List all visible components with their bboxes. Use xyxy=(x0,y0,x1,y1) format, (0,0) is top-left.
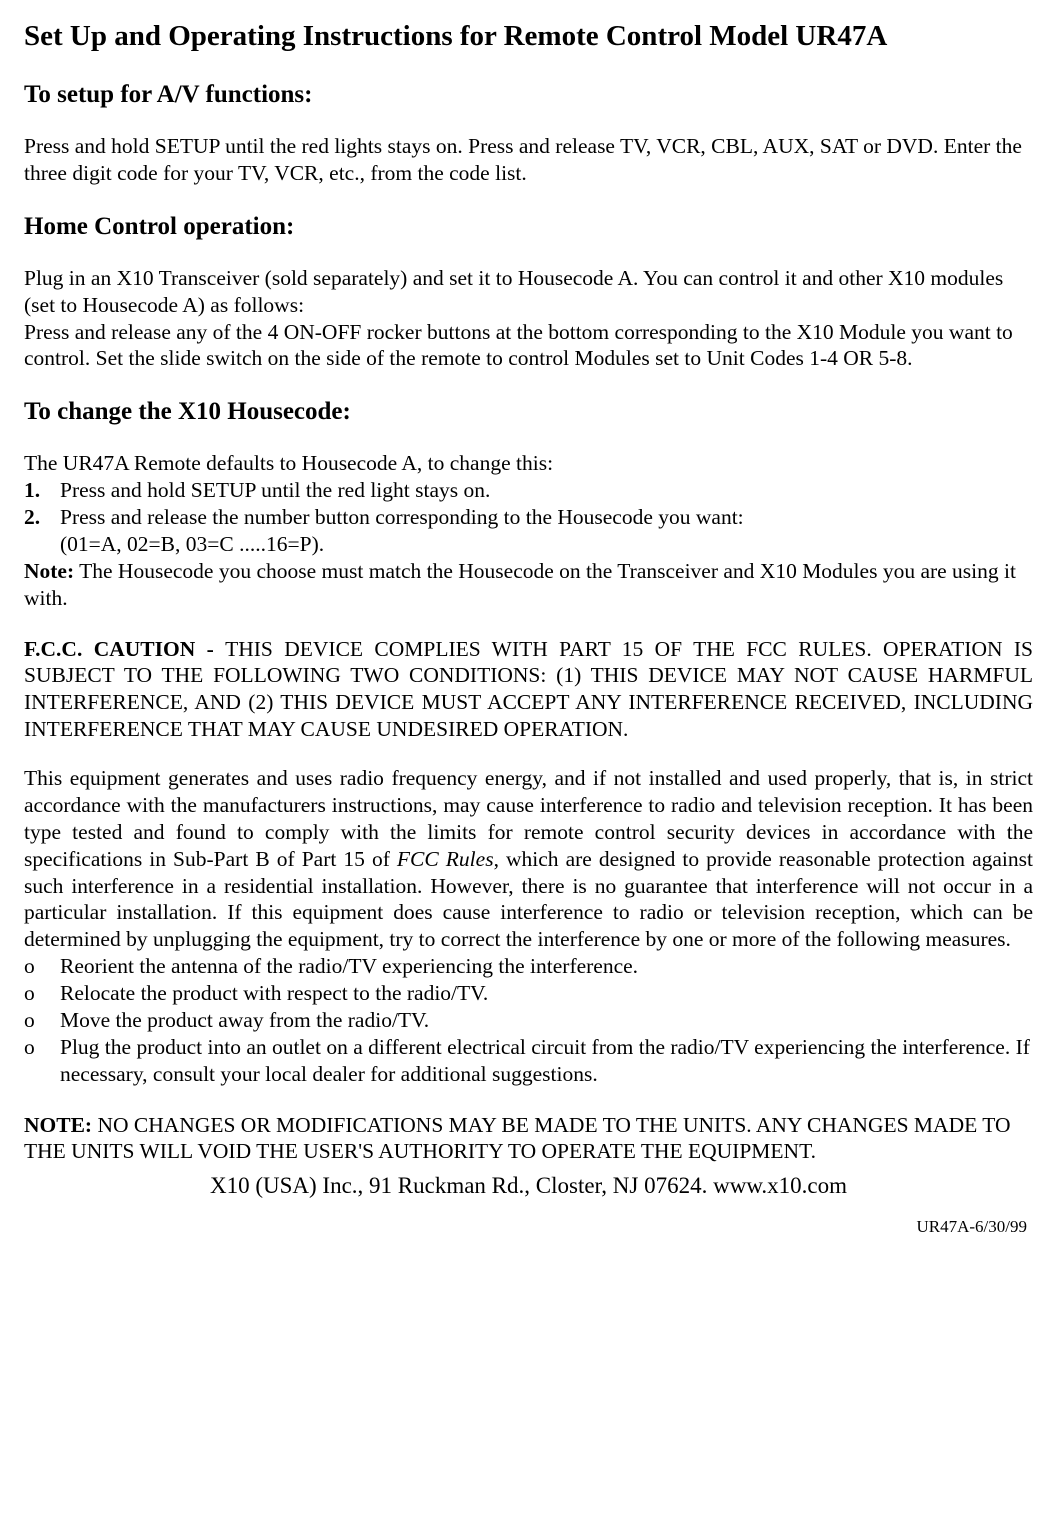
fcc-paragraph: This equipment generates and uses radio … xyxy=(24,765,1033,953)
bullet-marker: o xyxy=(24,953,60,980)
list-content: Press and release the number button corr… xyxy=(60,504,1033,558)
fcc-rules-italic: FCC Rules xyxy=(397,847,494,871)
note-label: Note: xyxy=(24,559,74,583)
step-text: Press and release the number button corr… xyxy=(60,505,744,529)
av-paragraph: Press and hold SETUP until the red light… xyxy=(24,133,1033,187)
document-title: Set Up and Operating Instructions for Re… xyxy=(24,20,1033,53)
housecode-note: Note: The Housecode you choose must matc… xyxy=(24,558,1033,612)
bullet-marker: o xyxy=(24,1034,60,1088)
fcc-caution: F.C.C. CAUTION - THIS DEVICE COMPLIES WI… xyxy=(24,636,1033,744)
fcc-bullets: o Reorient the antenna of the radio/TV e… xyxy=(24,953,1033,1087)
fcc-caution-label: F.C.C. CAUTION - xyxy=(24,637,225,661)
section-header-housecode: To change the X10 Housecode: xyxy=(24,398,1033,426)
list-item: o Reorient the antenna of the radio/TV e… xyxy=(24,953,1033,980)
list-marker: 2. xyxy=(24,504,60,558)
list-item: o Move the product away from the radio/T… xyxy=(24,1007,1033,1034)
list-item: o Plug the product into an outlet on a d… xyxy=(24,1034,1033,1088)
section-header-home: Home Control operation: xyxy=(24,213,1033,241)
bullet-content: Move the product away from the radio/TV. xyxy=(60,1007,1033,1034)
final-note: NOTE: NO CHANGES OR MODIFICATIONS MAY BE… xyxy=(24,1112,1033,1166)
final-note-label: NOTE: xyxy=(24,1113,92,1137)
bullet-content: Relocate the product with respect to the… xyxy=(60,980,1033,1007)
housecode-steps: 1. Press and hold SETUP until the red li… xyxy=(24,477,1033,558)
note-text: The Housecode you choose must match the … xyxy=(24,559,1016,610)
footer-company: X10 (USA) Inc., 91 Ruckman Rd., Closter,… xyxy=(24,1173,1033,1199)
list-item: 1. Press and hold SETUP until the red li… xyxy=(24,477,1033,504)
home-paragraph-2: Press and release any of the 4 ON-OFF ro… xyxy=(24,319,1033,373)
housecode-intro: The UR47A Remote defaults to Housecode A… xyxy=(24,450,1033,477)
list-item: 2. Press and release the number button c… xyxy=(24,504,1033,558)
bullet-marker: o xyxy=(24,980,60,1007)
list-marker: 1. xyxy=(24,477,60,504)
footer-code: UR47A-6/30/99 xyxy=(24,1217,1033,1237)
step-cont: (01=A, 02=B, 03=C .....16=P). xyxy=(60,532,324,556)
final-note-text: NO CHANGES OR MODIFICATIONS MAY BE MADE … xyxy=(24,1113,1011,1164)
home-paragraph-1: Plug in an X10 Transceiver (sold separat… xyxy=(24,265,1033,319)
bullet-marker: o xyxy=(24,1007,60,1034)
bullet-content: Reorient the antenna of the radio/TV exp… xyxy=(60,953,1033,980)
list-content: Press and hold SETUP until the red light… xyxy=(60,477,1033,504)
bullet-content: Plug the product into an outlet on a dif… xyxy=(60,1034,1033,1088)
section-header-av: To setup for A/V functions: xyxy=(24,81,1033,109)
list-item: o Relocate the product with respect to t… xyxy=(24,980,1033,1007)
